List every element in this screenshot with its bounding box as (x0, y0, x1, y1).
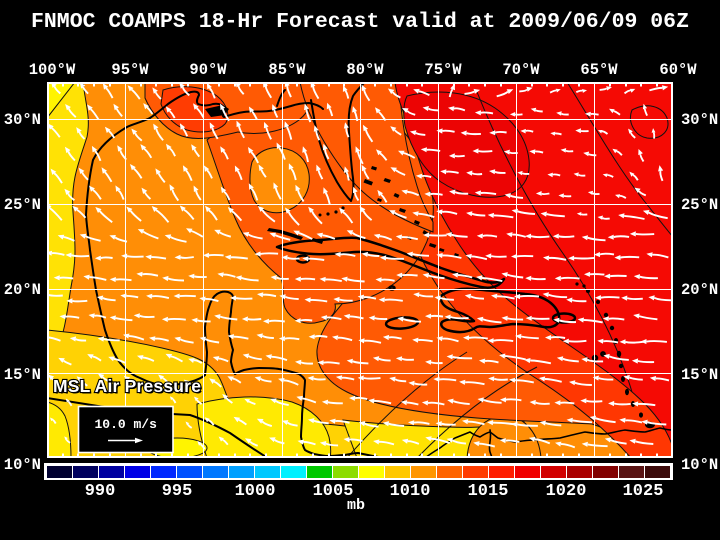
svg-text:MSL Air Pressure: MSL Air Pressure (55, 378, 203, 398)
svg-text:MSL Air Pressure: MSL Air Pressure (53, 376, 201, 396)
svg-text:10.0 m/s: 10.0 m/s (94, 417, 157, 432)
